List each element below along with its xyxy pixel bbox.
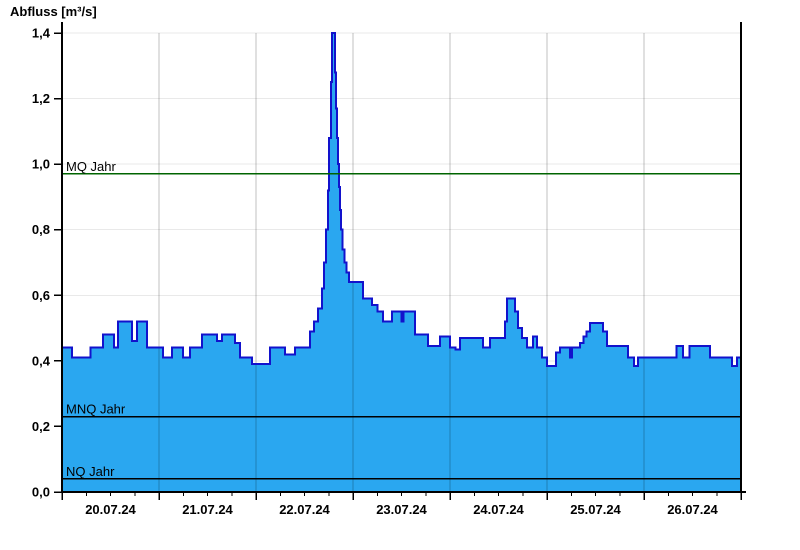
y-tick-label: 0,2 xyxy=(32,419,50,434)
y-tick-label: 1,4 xyxy=(32,26,51,41)
x-tick-label: 22.07.24 xyxy=(279,502,330,517)
nq-jahr-label: NQ Jahr xyxy=(66,464,115,479)
discharge-outline xyxy=(62,32,741,367)
x-tick-label: 24.07.24 xyxy=(473,502,524,517)
y-tick-label: 0,6 xyxy=(32,288,50,303)
x-tick-label: 25.07.24 xyxy=(570,502,621,517)
mnq-jahr-label: MNQ Jahr xyxy=(66,402,126,417)
x-tick-label: 21.07.24 xyxy=(182,502,233,517)
x-tick-label: 26.07.24 xyxy=(667,502,718,517)
y-tick-label: 0,8 xyxy=(32,222,50,237)
y-tick-label: 0,0 xyxy=(32,485,50,500)
y-tick-label: 0,4 xyxy=(32,353,51,368)
chart-title: Abfluss [m³/s] xyxy=(10,4,97,19)
discharge-area xyxy=(62,33,741,492)
y-tick-label: 1,2 xyxy=(32,91,50,106)
y-tick-label: 1,0 xyxy=(32,157,50,172)
x-tick-label: 20.07.24 xyxy=(85,502,136,517)
x-tick-label: 23.07.24 xyxy=(376,502,427,517)
mq-jahr-label: MQ Jahr xyxy=(66,159,117,174)
